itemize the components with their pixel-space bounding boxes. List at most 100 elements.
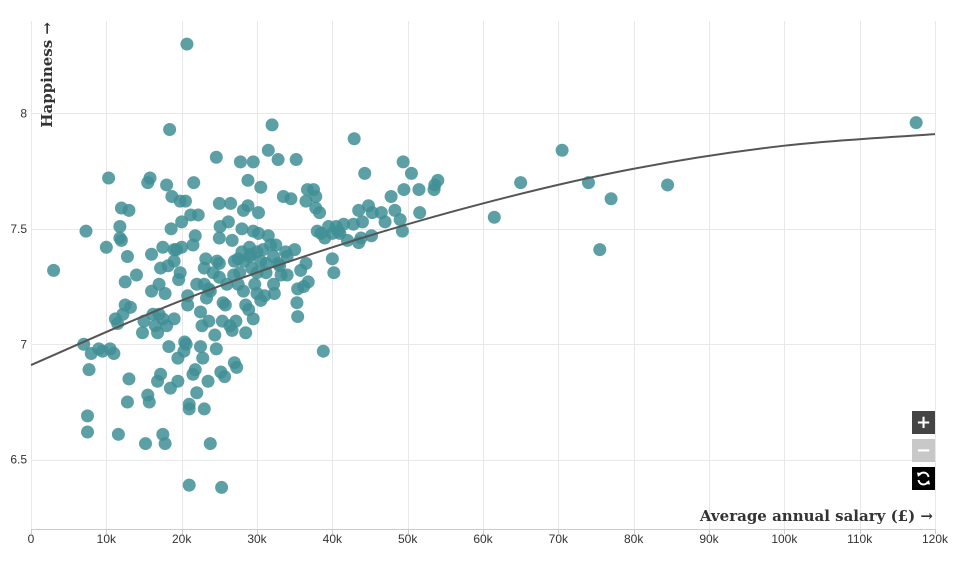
data-point <box>284 192 298 206</box>
data-point <box>201 374 215 388</box>
y-tick-label: 8 <box>20 106 27 120</box>
data-point <box>661 178 675 192</box>
data-point <box>259 266 273 280</box>
data-point <box>384 189 398 203</box>
x-tick-label: 20k <box>172 532 192 546</box>
data-point <box>151 326 165 340</box>
x-axis-title: Average annual salary (£) → <box>699 507 934 525</box>
data-point <box>288 243 302 257</box>
data-point <box>593 243 607 257</box>
data-point <box>325 252 339 266</box>
x-tick-label: 30k <box>247 532 267 546</box>
data-point <box>355 215 369 229</box>
data-point <box>190 386 204 400</box>
data-point <box>202 314 216 328</box>
data-point <box>135 326 149 340</box>
data-point <box>347 132 361 146</box>
y-axis-title: Happiness → <box>38 22 56 128</box>
data-point <box>218 298 232 312</box>
x-tick-label: 50k <box>398 532 418 546</box>
data-point <box>254 180 268 194</box>
data-point <box>145 247 159 261</box>
data-point <box>209 342 223 356</box>
data-point <box>142 395 156 409</box>
data-point <box>203 437 217 451</box>
data-point <box>175 240 189 254</box>
data-point <box>218 370 232 384</box>
data-point <box>164 222 178 236</box>
y-tick-label: 7.5 <box>10 222 27 236</box>
reset-zoom-button[interactable] <box>912 467 935 490</box>
data-point <box>114 233 128 247</box>
data-point <box>111 427 125 441</box>
data-point <box>194 340 207 354</box>
data-point <box>246 155 260 169</box>
data-point <box>123 300 137 314</box>
data-point <box>118 275 132 289</box>
data-point <box>241 173 255 187</box>
data-point <box>158 286 172 300</box>
data-point <box>224 196 238 210</box>
zoom-out-button[interactable]: − <box>912 439 935 462</box>
data-point <box>487 210 501 224</box>
data-point <box>431 173 445 187</box>
data-point <box>233 266 247 280</box>
data-point <box>102 171 116 185</box>
data-point <box>122 203 136 217</box>
data-point <box>246 312 260 326</box>
data-point <box>180 37 194 51</box>
data-point <box>299 256 313 270</box>
data-point <box>196 351 210 365</box>
data-point <box>289 153 303 167</box>
data-point <box>81 425 94 439</box>
data-point <box>215 480 229 494</box>
data-point <box>212 256 226 270</box>
data-point <box>188 229 202 243</box>
data-point <box>178 194 192 208</box>
data-point <box>173 266 187 280</box>
data-point <box>299 194 313 208</box>
data-point <box>358 166 372 180</box>
data-point <box>107 347 121 361</box>
data-point <box>158 437 172 451</box>
data-point <box>309 189 323 203</box>
data-point <box>47 263 61 277</box>
x-tick-label: 110k <box>847 532 873 546</box>
data-point <box>209 150 223 164</box>
data-point <box>393 213 407 227</box>
data-point <box>156 240 170 254</box>
data-point <box>413 206 427 220</box>
data-point <box>265 118 279 132</box>
y-tick-label: 6.5 <box>10 453 27 467</box>
x-tick-label: 10k <box>97 532 117 546</box>
data-point <box>261 143 275 157</box>
data-point <box>197 402 211 416</box>
data-point <box>909 116 923 130</box>
data-point <box>404 166 418 180</box>
data-point <box>301 275 315 289</box>
x-tick-label: 0 <box>28 532 35 546</box>
data-point <box>267 286 281 300</box>
data-point <box>208 328 222 342</box>
zoom-in-button[interactable]: + <box>912 411 935 434</box>
data-point <box>236 284 250 298</box>
data-point <box>175 215 189 229</box>
data-point <box>280 268 294 282</box>
data-point <box>181 298 195 312</box>
x-tick-label: 90k <box>699 532 719 546</box>
data-point <box>129 268 143 282</box>
data-point <box>212 196 226 210</box>
x-tick-label: 80k <box>624 532 644 546</box>
data-point <box>258 289 272 303</box>
data-point <box>316 344 330 358</box>
data-point <box>179 337 193 351</box>
data-point <box>162 340 176 354</box>
data-point <box>397 183 411 197</box>
data-point <box>313 206 327 220</box>
data-point <box>337 217 351 231</box>
data-point <box>365 206 379 220</box>
y-tick-label: 7 <box>20 337 27 351</box>
data-point <box>396 155 410 169</box>
data-point <box>352 203 366 217</box>
data-point <box>171 374 185 388</box>
